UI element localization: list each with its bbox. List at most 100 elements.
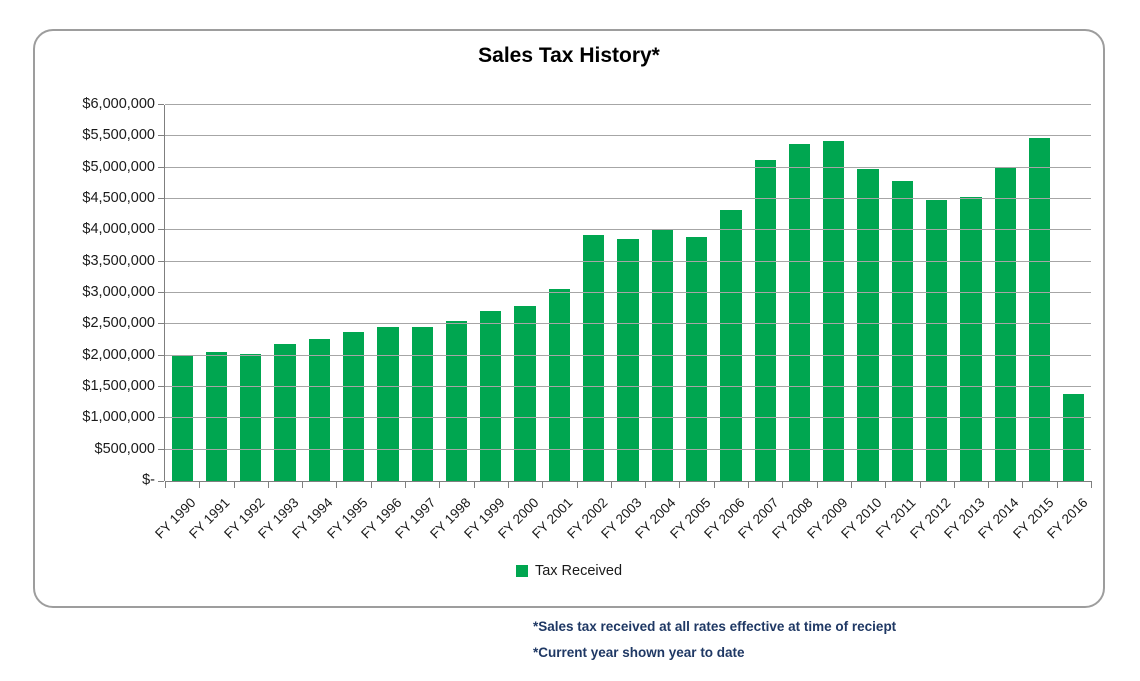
bar-fy-2008 [788,144,811,481]
bar-slot [817,105,851,481]
bar-fy-1993 [274,344,296,481]
y-tick-label: $6,000,000 [82,96,155,112]
bar-fy-2001 [548,289,571,481]
y-tick-label: $5,000,000 [82,158,155,175]
bar-slot [577,105,611,481]
bar-slot [679,105,713,481]
y-tick-label: $4,000,000 [82,221,155,238]
x-tick-cell [509,481,544,488]
y-tick-mark [158,166,164,168]
bar-slot [954,105,988,481]
bar-fy-2012 [926,200,948,481]
x-tick-cell [235,481,269,488]
plot-area: FY 1990 FY 1991 FY 1992 FY 1993 FY 1994 FY 19… [82,96,1093,542]
footnote-line-1: *Sales tax received at all rates effecti… [533,619,897,634]
x-tick-cell [921,481,955,488]
bar-slot [405,105,439,481]
y-tick-label: $1,500,000 [82,378,155,394]
y-tick-label: $3,000,000 [82,284,155,300]
bar-slot [782,105,816,481]
bar-fy-2007 [754,159,776,481]
y-tick-label: $1,000,000 [82,409,155,426]
footnote-line-2: *Current year shown year to date [533,645,745,661]
y-tick-mark [158,292,164,293]
y-tick-mark [158,260,164,262]
y-tick-label: $4,500,000 [82,190,155,206]
x-tick-cell [852,481,887,488]
x-tick-cell [886,481,921,488]
x-tick-cell [955,481,990,488]
bar-fy-2011 [891,181,913,481]
bar-slot [611,105,645,481]
footnotes: *Sales tax received at all rates effecti… [533,614,896,667]
bar-fy-2009 [823,141,845,481]
bar-fy-2002 [583,234,605,481]
y-tick-mark [158,417,164,419]
bar-slot [645,105,679,481]
bars-container [165,105,1091,481]
bar-fy-1995 [343,331,365,481]
x-tick-cell [166,481,201,488]
gridline [165,135,1091,137]
x-tick-cell [612,481,647,488]
y-tick-label: $2,000,000 [82,346,155,363]
bar-slot [268,105,302,481]
gridline [165,448,1091,450]
y-tick-mark [158,323,164,325]
legend-label: Tax Received [534,563,623,579]
bar-slot [508,105,542,481]
bar-fy-2014 [994,168,1016,481]
y-tick-mark [158,354,164,356]
x-axis-ticks [165,481,1093,488]
bar-fy-1996 [377,327,399,481]
bar-slot [988,105,1022,481]
bar-slot [371,105,405,481]
bar-fy-2006 [720,210,742,481]
legend: Tax Received [35,563,1103,579]
bar-slot [920,105,954,481]
gridline [165,166,1091,168]
bar-fy-2013 [960,197,982,481]
bar-slot [439,105,473,481]
x-tick-cell [578,481,612,488]
bar-fy-1994 [308,338,330,481]
bar-slot [165,105,199,481]
bar-slot [542,105,576,481]
bar-slot [851,105,885,481]
bar-fy-2003 [617,239,639,481]
x-tick-cell [406,481,441,488]
bar-fy-2000 [514,306,536,481]
bar-fy-2005 [685,236,708,481]
y-tick-label: $2,500,000 [82,315,155,332]
bar-slot [748,105,782,481]
x-tick-cell [715,481,750,488]
y-tick-label: $- [142,472,155,488]
bar-slot [336,105,370,481]
y-axis-line [164,105,165,481]
y-tick-label: $500,000 [94,440,155,457]
gridline [165,386,1091,387]
y-tick-mark [158,386,164,387]
bar-fy-1990 [171,355,193,481]
x-tick-cell [783,481,818,488]
gridline [165,104,1091,105]
gridline [165,354,1091,356]
x-tick-cell [303,481,338,488]
x-tick-cell [543,481,578,488]
x-tick-cell [646,481,681,488]
bar-fy-2004 [651,230,673,481]
gridline [165,198,1091,199]
x-tick-cell [989,481,1024,488]
y-tick-label: $5,500,000 [82,127,155,144]
bar-slot [1057,105,1091,481]
bar-slot [714,105,748,481]
y-tick-mark [158,448,164,450]
bar-fy-1999 [480,310,502,481]
gridline [165,260,1091,262]
y-tick-mark [158,481,164,482]
gridline [165,292,1091,293]
y-tick-mark [158,135,164,137]
bar-fy-1998 [445,321,468,481]
x-tick-cell [1058,481,1093,488]
y-tick-mark [158,104,164,105]
